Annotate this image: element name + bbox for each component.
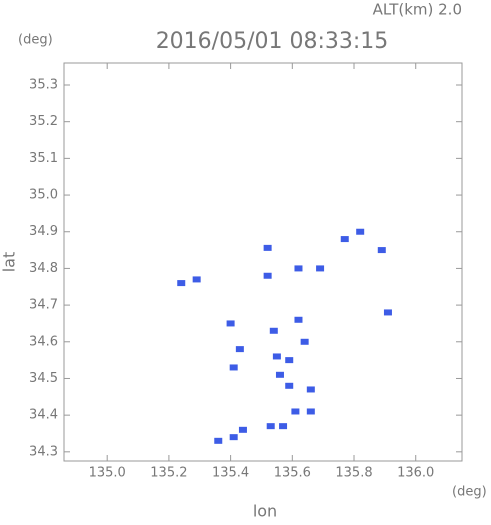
echo-point <box>383 309 392 316</box>
x-axis-label: lon <box>253 502 277 521</box>
echo-point <box>340 236 349 243</box>
y-axis-label: lat <box>0 252 19 273</box>
echo-point <box>285 382 294 389</box>
y-tick-label: 34.3 <box>29 444 58 459</box>
x-tick-label: 135.6 <box>274 466 311 481</box>
y-tick-label: 35.3 <box>29 78 58 93</box>
y-tick-label: 34.6 <box>29 334 58 349</box>
echo-point <box>235 346 244 353</box>
echo-point <box>238 426 247 433</box>
x-tick-label: 135.8 <box>335 466 372 481</box>
echo-point <box>294 316 303 323</box>
echo-point <box>279 423 288 430</box>
echo-point <box>316 265 325 272</box>
y-tick-label: 35.1 <box>29 151 58 166</box>
echo-point <box>263 244 272 251</box>
x-tick-label: 135.2 <box>150 466 187 481</box>
y-tick-label: 34.9 <box>29 224 58 239</box>
y-unit: (deg) <box>18 33 53 48</box>
plot-frame <box>63 62 463 462</box>
echo-point <box>226 320 235 327</box>
echo-point <box>229 434 238 441</box>
echo-point <box>272 353 281 360</box>
echo-point <box>275 371 284 378</box>
echo-point <box>291 408 300 415</box>
chart-title: 2016/05/01 08:33:15 <box>156 29 389 54</box>
x-tick-label: 135.4 <box>212 466 249 481</box>
echo-point <box>263 272 272 279</box>
y-tick-label: 34.7 <box>29 298 58 313</box>
x-tick-label: 136.0 <box>397 466 434 481</box>
y-tick-label: 35.0 <box>29 188 58 203</box>
y-tick-label: 35.2 <box>29 114 58 129</box>
echo-point <box>356 228 365 235</box>
x-unit: (deg) <box>452 485 487 500</box>
x-tick-label: 135.0 <box>89 466 126 481</box>
echo-point <box>285 357 294 364</box>
echo-point <box>192 276 201 283</box>
y-tick-label: 34.4 <box>29 408 58 423</box>
echo-point <box>229 364 238 371</box>
echo-point <box>306 386 315 393</box>
echo-point <box>177 280 186 287</box>
echo-point <box>300 338 309 345</box>
echo-point <box>214 437 223 444</box>
y-tick-label: 34.8 <box>29 261 58 276</box>
y-tick-label: 34.5 <box>29 371 58 386</box>
echo-point <box>266 423 275 430</box>
echo-point <box>269 327 278 334</box>
echo-point <box>377 247 386 254</box>
echo-point <box>306 408 315 415</box>
echo-point <box>294 265 303 272</box>
altitude-annotation: ALT(km) 2.0 <box>373 1 462 19</box>
